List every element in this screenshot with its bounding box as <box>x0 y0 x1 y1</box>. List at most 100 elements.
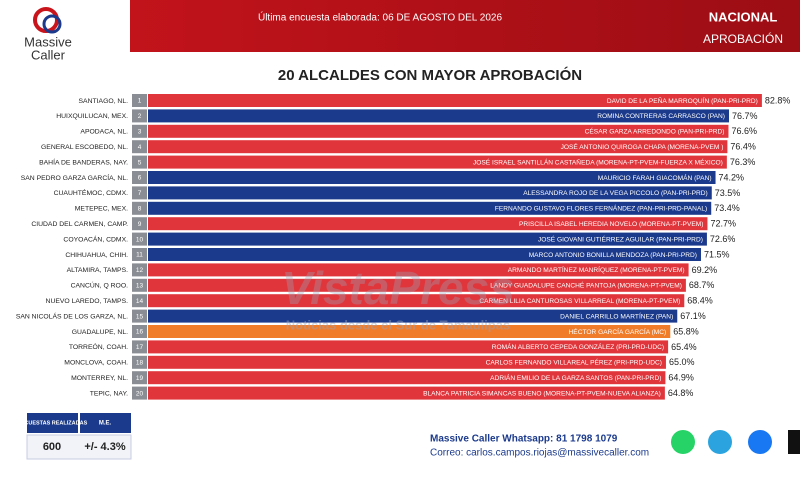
rank: 6 <box>138 175 142 182</box>
measure: APROBACIÓN <box>703 31 783 46</box>
value-label: 73.4% <box>714 203 740 213</box>
rank: 4 <box>138 144 142 151</box>
rank: 19 <box>136 375 144 382</box>
bar <box>148 109 730 123</box>
bar <box>148 355 666 369</box>
value-label: 69.2% <box>692 265 718 275</box>
whatsapp-icon <box>671 430 695 454</box>
bar <box>148 186 712 200</box>
rank: 13 <box>136 283 144 290</box>
value-label: 76.3% <box>730 157 756 167</box>
email: Correo: carlos.campos.riojas@massivecall… <box>430 448 649 459</box>
city: TORREÓN, COAH. <box>69 342 128 351</box>
city: SANTIAGO, NL. <box>79 98 129 105</box>
city: APODACA, NL. <box>80 129 128 136</box>
value-label: 72.6% <box>710 234 736 244</box>
table-body <box>26 434 132 460</box>
city: CANCÚN, Q ROO. <box>71 281 129 290</box>
rank: 17 <box>136 344 144 351</box>
city: NUEVO LAREDO, TAMPS. <box>46 298 129 305</box>
rank: 11 <box>136 252 143 259</box>
rank-box <box>132 263 147 277</box>
rank: 16 <box>136 329 144 336</box>
city: GENERAL ESCOBEDO, NL. <box>41 144 128 151</box>
value-label: 64.8% <box>668 388 694 398</box>
rank: 9 <box>138 221 142 228</box>
city: CHIHUAHUA, CHIH. <box>65 252 128 259</box>
city: METEPEC, MEX. <box>75 206 128 213</box>
rank-box <box>132 294 147 308</box>
bar <box>148 232 707 246</box>
logo-mark <box>42 14 62 34</box>
bar <box>148 309 678 323</box>
candidate: FERNANDO GUSTAVO FLORES FERNÁNDEZ (PAN-P… <box>495 204 707 213</box>
chart-title: 20 ALCALDES CON MAYOR APROBACIÓN <box>278 66 582 84</box>
candidate: DANIEL CARRILLO MARTÍNEZ (PAN) <box>560 311 673 320</box>
bar <box>148 140 728 154</box>
rank: 10 <box>136 236 144 243</box>
city: MONCLOVA, COAH. <box>64 360 128 367</box>
rank-box <box>132 371 147 385</box>
rank: 15 <box>136 313 144 320</box>
bar <box>148 217 708 231</box>
bar <box>148 263 689 277</box>
bar <box>148 325 671 338</box>
city: SAN NICOLÁS DE LOS GARZA, NL. <box>16 311 128 320</box>
candidate: ARMANDO MARTÍNEZ MANRÍQUEZ (MORENA-PT-PV… <box>508 265 685 274</box>
candidate: MARCO ANTONIO BONILLA MENDOZA (PAN-PRI-P… <box>529 252 697 259</box>
city: COYOACÁN, CDMX. <box>63 234 128 243</box>
rank: 18 <box>136 360 144 367</box>
bar <box>148 278 686 292</box>
value-label: 76.4% <box>730 142 756 152</box>
value-label: 68.7% <box>689 280 715 290</box>
rank: 7 <box>138 190 142 197</box>
rank-box <box>132 278 147 292</box>
value-label: 73.5% <box>715 188 741 198</box>
rank-box <box>132 355 147 369</box>
whatsapp: Massive Caller Whatsapp: 81 1798 1079 <box>430 434 618 445</box>
city: SAN PEDRO GARZA GARCÍA, NL. <box>21 173 128 182</box>
candidate: ROMÁN ALBERTO CEPEDA GONZÁLEZ (PRI-PRD-U… <box>492 342 664 351</box>
rank: 12 <box>136 267 144 274</box>
rank-box <box>132 109 147 123</box>
candidate: CARLOS FERNANDO VILLAREAL PÉREZ (PRI-PRD… <box>486 358 662 367</box>
surveys: 600 <box>43 441 61 453</box>
rank-box <box>132 140 147 154</box>
rank-box <box>132 201 147 215</box>
value-label: 64.9% <box>668 373 694 383</box>
rank-box <box>132 248 147 261</box>
city: GUADALUPE, NL. <box>72 329 128 336</box>
candidate: JOSÉ ANTONIO QUIROGA CHAPA (MORENA-PVEM … <box>561 142 724 151</box>
telegram-icon <box>708 430 732 454</box>
city: MONTERREY, NL. <box>71 375 128 382</box>
city: CIUDAD DEL CARMEN, CAMP. <box>31 221 128 228</box>
value-label: 67.1% <box>680 311 706 321</box>
bar <box>148 340 669 354</box>
value-label: 82.8% <box>765 95 791 105</box>
rank: 20 <box>136 390 144 397</box>
rank: 14 <box>136 298 144 305</box>
bar <box>148 371 666 385</box>
facebook-icon <box>748 430 772 454</box>
candidate: JOSÉ ISRAEL SANTILLÁN CASTAÑEDA (MORENA-… <box>473 157 723 166</box>
bar <box>148 124 729 138</box>
margin-error: +/- 4.3% <box>84 441 125 453</box>
candidate: ADRIÁN EMILIO DE LA GARZA SANTOS (PAN-PR… <box>490 373 661 382</box>
x-icon <box>788 430 800 454</box>
candidate: MAURICIO FARAH GIACOMÁN (PAN) <box>598 173 712 182</box>
me-label: M.E. <box>99 421 112 427</box>
scope: NACIONAL <box>709 9 778 24</box>
logo-area <box>0 0 130 60</box>
survey-date: Última encuesta elaborada: 06 DE AGOSTO … <box>258 11 502 24</box>
rank-box <box>132 325 147 338</box>
table-header <box>80 413 131 433</box>
candidate: PRISCILLA ISABEL HEREDIA NOVELO (MORENA-… <box>519 221 703 228</box>
header-band <box>0 0 800 52</box>
value-label: 71.5% <box>704 249 730 259</box>
table-header <box>27 413 78 433</box>
city: CUAUHTÉMOC, CDMX. <box>54 188 128 197</box>
bar <box>148 94 762 107</box>
brand: Massive <box>24 34 72 49</box>
